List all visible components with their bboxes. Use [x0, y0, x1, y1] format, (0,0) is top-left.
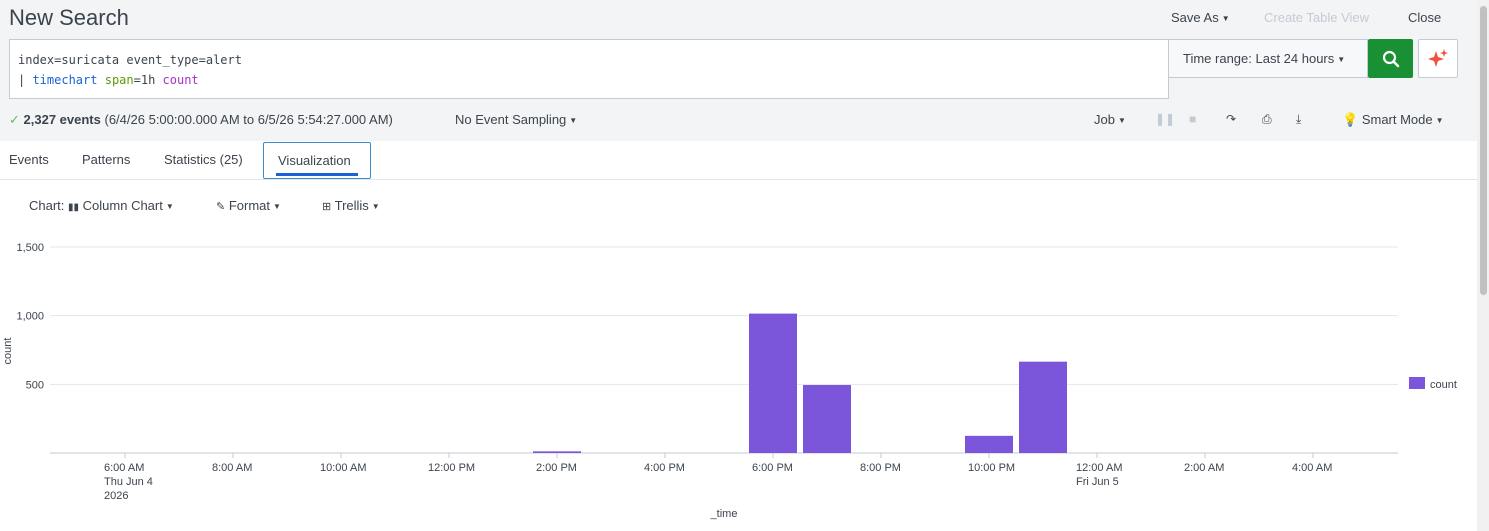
stop-icon[interactable]: ■ — [1189, 112, 1197, 126]
x-tick-label: 6:00 AM — [104, 462, 144, 474]
brush-icon: ✎ — [216, 201, 226, 213]
trellis-label: Trellis — [334, 198, 369, 213]
pause-icon[interactable]: ❚❚ — [1155, 112, 1176, 126]
close-button[interactable]: Close — [1408, 10, 1442, 25]
x-tick-label: 4:00 PM — [644, 462, 685, 474]
value-token: =1h — [133, 73, 163, 87]
caret-down-icon: ▼ — [273, 202, 281, 211]
time-range-label: Time range: Last 24 hours — [1183, 51, 1335, 66]
x-tick-label: 10:00 PM — [968, 462, 1015, 474]
search-icon — [1382, 50, 1399, 67]
command-token: timechart — [32, 73, 98, 87]
search-mode-label: Smart Mode — [1361, 112, 1433, 127]
caret-down-icon: ▼ — [1117, 116, 1126, 125]
save-as-label: Save As — [1171, 10, 1219, 25]
x-tick-label: Thu Jun 4 — [104, 476, 153, 488]
search-button[interactable] — [1368, 39, 1413, 78]
share-icon[interactable]: ↷ — [1226, 112, 1237, 126]
caret-down-icon: ▼ — [371, 202, 380, 211]
sparkle-icon — [1428, 48, 1448, 67]
event-count-status: ✓ 2,327 events (6/4/26 5:00:00.000 AM to… — [9, 112, 393, 128]
caret-down-icon: ▼ — [1337, 55, 1346, 64]
bar — [1019, 361, 1067, 453]
column-chart-icon: ▮▮ — [68, 202, 80, 213]
pipe-token: | — [18, 73, 33, 87]
x-tick-label: 10:00 AM — [320, 462, 366, 474]
job-label: Job — [1094, 112, 1115, 127]
download-icon[interactable]: ⤓ — [1296, 112, 1302, 126]
event-sampling-label: No Event Sampling — [455, 112, 567, 127]
search-query-input[interactable]: index=suricata event_type=alert | timech… — [9, 39, 1169, 99]
x-axis-title: _time — [710, 508, 738, 520]
bar — [533, 451, 581, 453]
format-dropdown[interactable]: ✎ Format ▼ — [216, 198, 281, 213]
y-axis-title: count — [2, 338, 14, 365]
x-tick-label: 12:00 PM — [428, 462, 475, 474]
page-title: New Search — [9, 5, 129, 30]
save-as-button[interactable]: Save As ▼ — [1171, 10, 1230, 25]
function-token: count — [162, 73, 199, 87]
event-time-range: (6/4/26 5:00:00.000 AM to 6/5/26 5:54:27… — [104, 112, 393, 127]
bar — [965, 435, 1013, 453]
legend-label: count — [1430, 379, 1457, 391]
caret-down-icon: ▼ — [1435, 116, 1444, 125]
chart-type-prefix: Chart: — [29, 198, 69, 213]
argument-token: span — [104, 73, 134, 87]
legend-swatch — [1409, 377, 1425, 389]
scrollbar-thumb[interactable] — [1480, 6, 1487, 295]
y-tick-label: 1,000 — [16, 311, 44, 323]
event-count: 2,327 events — [23, 112, 101, 127]
results-tabs: Events Patterns Statistics (25) Visualiz… — [0, 141, 1477, 180]
time-range-picker[interactable]: Time range: Last 24 hours ▼ — [1169, 39, 1368, 78]
x-tick-label: 4:00 AM — [1292, 462, 1332, 474]
x-tick-label: 2:00 PM — [536, 462, 577, 474]
bar — [749, 313, 797, 453]
lightbulb-icon: 💡 — [1342, 112, 1359, 127]
x-tick-label: 12:00 AM — [1076, 462, 1122, 474]
caret-down-icon: ▼ — [165, 202, 174, 211]
ai-assistant-button[interactable] — [1418, 39, 1458, 78]
tab-events[interactable]: Events — [9, 152, 49, 167]
active-tab-indicator — [276, 173, 358, 176]
caret-down-icon: ▼ — [569, 116, 578, 125]
bar — [803, 385, 851, 453]
page-scrollbar[interactable] — [1477, 0, 1489, 531]
x-tick-label: 6:00 PM — [752, 462, 793, 474]
tab-visualization[interactable]: Visualization — [263, 142, 371, 179]
grid-icon: ⊞ — [322, 201, 332, 213]
query-line-1: index=suricata event_type=alert — [18, 53, 242, 67]
event-sampling-dropdown[interactable]: No Event Sampling ▼ — [455, 112, 577, 127]
tab-patterns[interactable]: Patterns — [82, 152, 131, 167]
print-icon[interactable]: ⎙ — [1262, 112, 1272, 126]
y-tick-label: 500 — [26, 379, 44, 391]
chart-type-label: Column Chart — [82, 198, 163, 213]
x-tick-label: Fri Jun 5 — [1076, 476, 1119, 488]
x-tick-label: 8:00 AM — [212, 462, 252, 474]
search-mode-dropdown[interactable]: 💡 Smart Mode ▼ — [1342, 112, 1444, 128]
check-icon: ✓ — [9, 112, 20, 127]
tab-visualization-label: Visualization — [278, 153, 351, 168]
x-tick-label: 2:00 AM — [1184, 462, 1224, 474]
column-chart: 500 1,000 1,500 6:00 AM Thu Jun 4 2026 8:00 AM… — [2, 242, 1457, 520]
trellis-dropdown[interactable]: ⊞ Trellis ▼ — [322, 198, 380, 213]
x-tick-label: 8:00 PM — [860, 462, 901, 474]
create-table-view-button[interactable]: Create Table View — [1264, 10, 1370, 25]
job-menu[interactable]: Job ▼ — [1094, 112, 1126, 127]
caret-down-icon: ▼ — [1221, 14, 1230, 23]
format-label: Format — [228, 198, 271, 213]
y-tick-label: 1,500 — [16, 242, 44, 254]
x-tick-label: 2026 — [104, 490, 128, 502]
tab-statistics[interactable]: Statistics (25) — [164, 152, 243, 167]
chart-type-dropdown[interactable]: Chart: ▮▮ Column Chart ▼ — [29, 198, 174, 213]
query-line-2: | timechart span=1h count — [18, 70, 1160, 90]
